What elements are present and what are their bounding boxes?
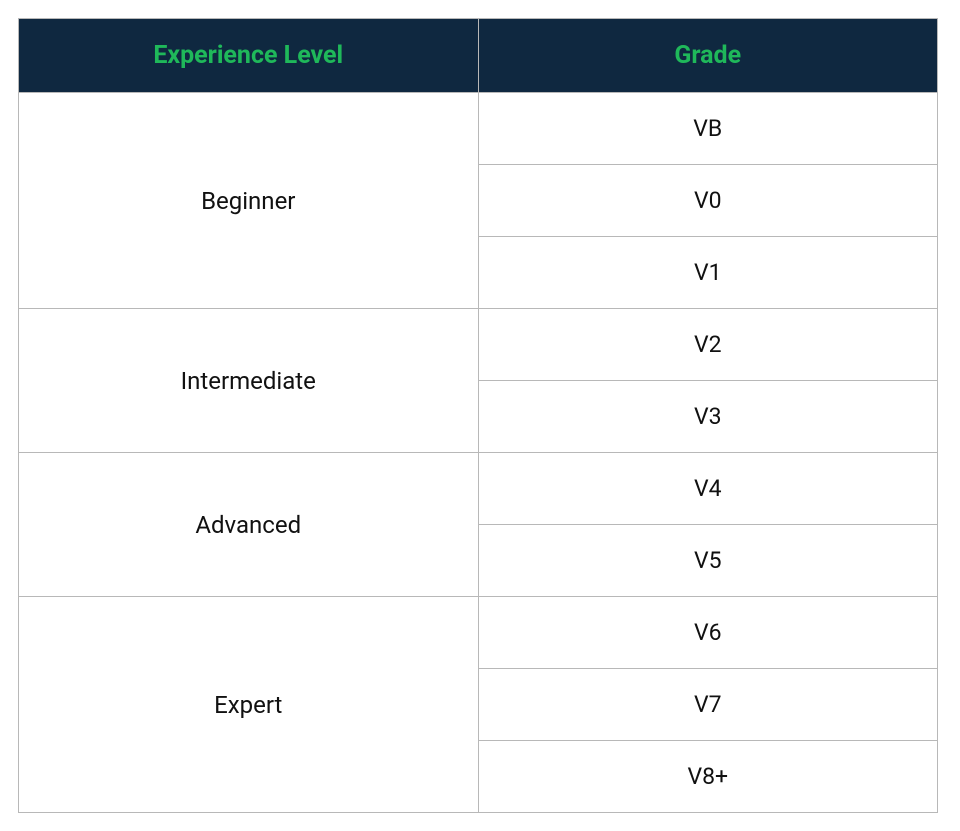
grade-cell: V3 xyxy=(478,381,938,453)
grade-table: Experience Level Grade Beginner VB V0 V1… xyxy=(18,18,938,813)
table-row: Intermediate V2 xyxy=(19,309,938,381)
level-cell-intermediate: Intermediate xyxy=(19,309,479,453)
table-row: Advanced V4 xyxy=(19,453,938,525)
grade-cell: V6 xyxy=(478,597,938,669)
grade-cell: V4 xyxy=(478,453,938,525)
grade-cell: V0 xyxy=(478,165,938,237)
table-row: Beginner VB xyxy=(19,93,938,165)
grade-cell: V7 xyxy=(478,669,938,741)
grade-cell: V2 xyxy=(478,309,938,381)
level-cell-expert: Expert xyxy=(19,597,479,813)
grade-cell: VB xyxy=(478,93,938,165)
level-cell-beginner: Beginner xyxy=(19,93,479,309)
table-row: Expert V6 xyxy=(19,597,938,669)
col-header-grade: Grade xyxy=(478,19,938,93)
col-header-experience: Experience Level xyxy=(19,19,479,93)
table-header-row: Experience Level Grade xyxy=(19,19,938,93)
grade-cell: V8+ xyxy=(478,741,938,813)
level-cell-advanced: Advanced xyxy=(19,453,479,597)
grade-cell: V1 xyxy=(478,237,938,309)
grade-cell: V5 xyxy=(478,525,938,597)
